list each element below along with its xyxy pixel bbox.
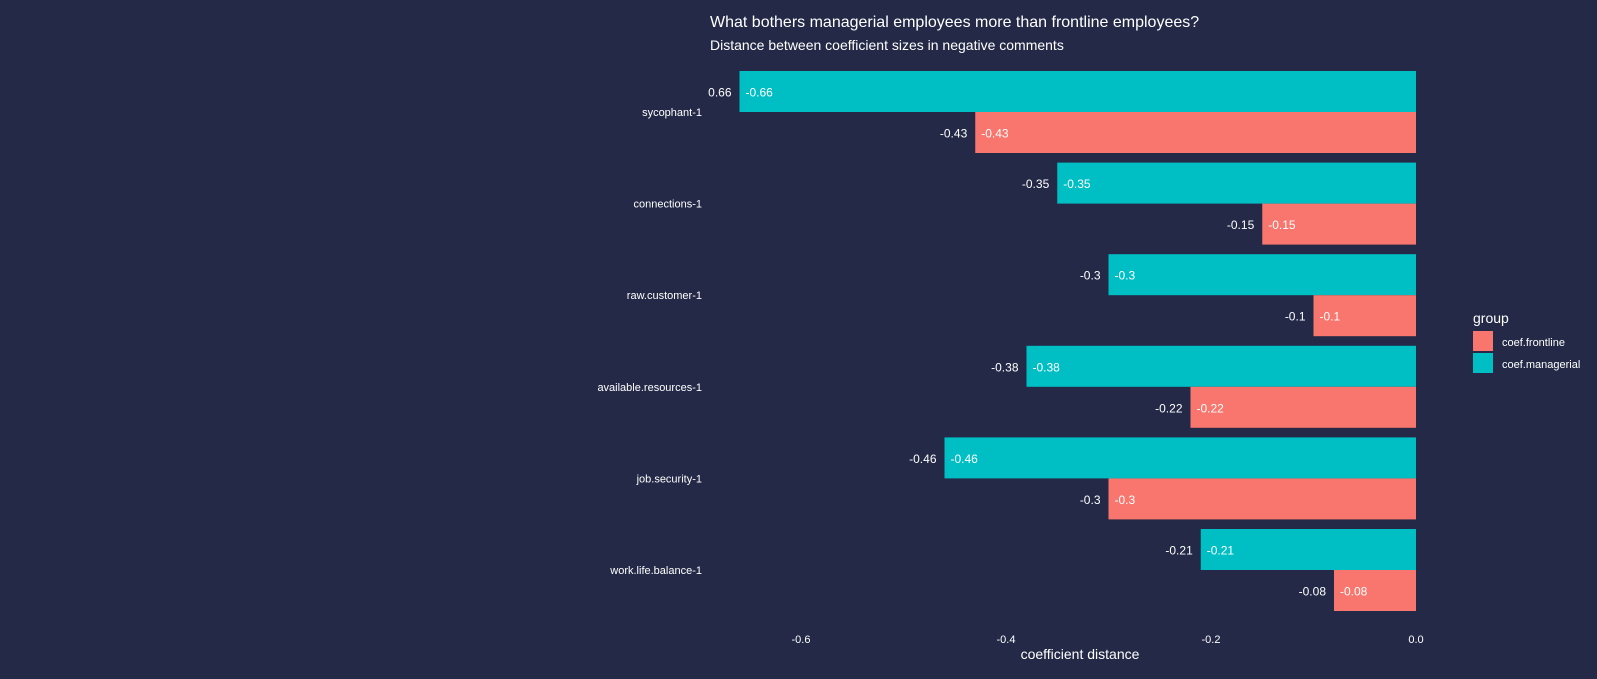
x-tick-label: -0.4 [997, 634, 1016, 646]
data-label-inner-available-resources-1-coef-frontline: -0.22 [1197, 401, 1225, 415]
data-label-outer-work-life-balance-1-coef-frontline: -0.08 [1299, 585, 1327, 599]
y-label-raw-customer-1: raw.customer-1 [627, 290, 702, 302]
x-tick-label: -0.6 [792, 634, 811, 646]
legend-label-managerial: coef.managerial [1502, 359, 1580, 371]
data-label-inner-connections-1-coef-frontline: -0.15 [1268, 218, 1296, 232]
bar-raw-customer-1-coef-frontline [1313, 295, 1416, 337]
data-label-inner-job-security-1-coef-managerial: -0.46 [951, 452, 979, 466]
data-label-inner-raw-customer-1-coef-managerial: -0.3 [1115, 269, 1136, 283]
y-label-connections-1: connections-1 [634, 199, 703, 211]
data-label-outer-sycophant-1-coef-frontline: -0.43 [940, 127, 968, 141]
bar-connections-1-coef-frontline [1262, 203, 1416, 245]
x-tick-label: -0.2 [1202, 634, 1221, 646]
bar-available-resources-1-coef-frontline [1190, 386, 1416, 428]
bar-work-life-balance-1-coef-managerial [1200, 529, 1416, 570]
legend-label-frontline: coef.frontline [1502, 337, 1565, 349]
bar-job-security-1-coef-managerial [944, 437, 1416, 479]
bar-connections-1-coef-managerial [1057, 162, 1416, 204]
data-label-inner-work-life-balance-1-coef-managerial: -0.21 [1207, 544, 1235, 558]
data-label-outer-job-security-1-coef-frontline: -0.3 [1080, 493, 1101, 507]
bar-sycophant-1-coef-managerial [739, 71, 1416, 112]
data-label-outer-raw-customer-1-coef-managerial: -0.3 [1080, 269, 1101, 283]
data-label-inner-work-life-balance-1-coef-frontline: -0.08 [1340, 585, 1368, 599]
data-label-outer-job-security-1-coef-managerial: -0.46 [909, 452, 937, 466]
y-label-available-resources-1: available.resources-1 [597, 382, 702, 394]
data-label-outer-available-resources-1-coef-frontline: -0.22 [1155, 401, 1183, 415]
legend-swatch-managerial [1473, 353, 1493, 373]
data-label-outer-sycophant-1-coef-managerial: 0.66 [708, 86, 732, 100]
legend-title: group [1473, 310, 1509, 326]
data-label-inner-available-resources-1-coef-managerial: -0.38 [1033, 360, 1061, 374]
legend-swatch-frontline [1473, 331, 1493, 351]
bar-available-resources-1-coef-managerial [1026, 345, 1416, 387]
chart-title: What bothers managerial employees more t… [710, 14, 1199, 31]
x-axis-ticks: -0.6 -0.4 -0.2 0.0 [792, 634, 1424, 646]
y-label-job-security-1: job.security-1 [636, 473, 702, 485]
data-labels-layer: 0.66 -0.66 -0.43 -0.43 -0.35 -0.35 -0.15 -0.15 -… [708, 86, 1368, 599]
bar-sycophant-1-coef-frontline [975, 112, 1416, 153]
data-label-inner-sycophant-1-coef-frontline: -0.43 [981, 127, 1009, 141]
data-label-outer-available-resources-1-coef-managerial: -0.38 [991, 360, 1019, 374]
bar-raw-customer-1-coef-managerial [1108, 254, 1416, 296]
bars-layer [739, 71, 1416, 611]
data-label-inner-sycophant-1-coef-managerial: -0.66 [746, 86, 774, 100]
bar-job-security-1-coef-frontline [1108, 478, 1416, 520]
y-axis-labels: sycophant-1 connections-1 raw.customer-1 av… [597, 107, 702, 577]
data-label-inner-job-security-1-coef-frontline: -0.3 [1115, 493, 1136, 507]
data-label-outer-connections-1-coef-managerial: -0.35 [1022, 177, 1050, 191]
data-label-outer-work-life-balance-1-coef-managerial: -0.21 [1165, 544, 1193, 558]
y-label-work-life-balance-1: work.life.balance-1 [609, 565, 702, 577]
data-label-outer-raw-customer-1-coef-frontline: -0.1 [1285, 310, 1306, 324]
data-label-outer-connections-1-coef-frontline: -0.15 [1227, 218, 1255, 232]
data-label-inner-connections-1-coef-managerial: -0.35 [1063, 177, 1091, 191]
x-tick-label: 0.0 [1408, 634, 1423, 646]
x-axis-title: coefficient distance [1021, 646, 1140, 662]
data-label-inner-raw-customer-1-coef-frontline: -0.1 [1320, 310, 1341, 324]
chart-subtitle: Distance between coefficient sizes in ne… [710, 37, 1064, 53]
y-label-sycophant-1: sycophant-1 [642, 107, 702, 119]
legend: group coef.frontline coef.managerial [1473, 310, 1580, 373]
bar-work-life-balance-1-coef-frontline [1334, 570, 1416, 611]
